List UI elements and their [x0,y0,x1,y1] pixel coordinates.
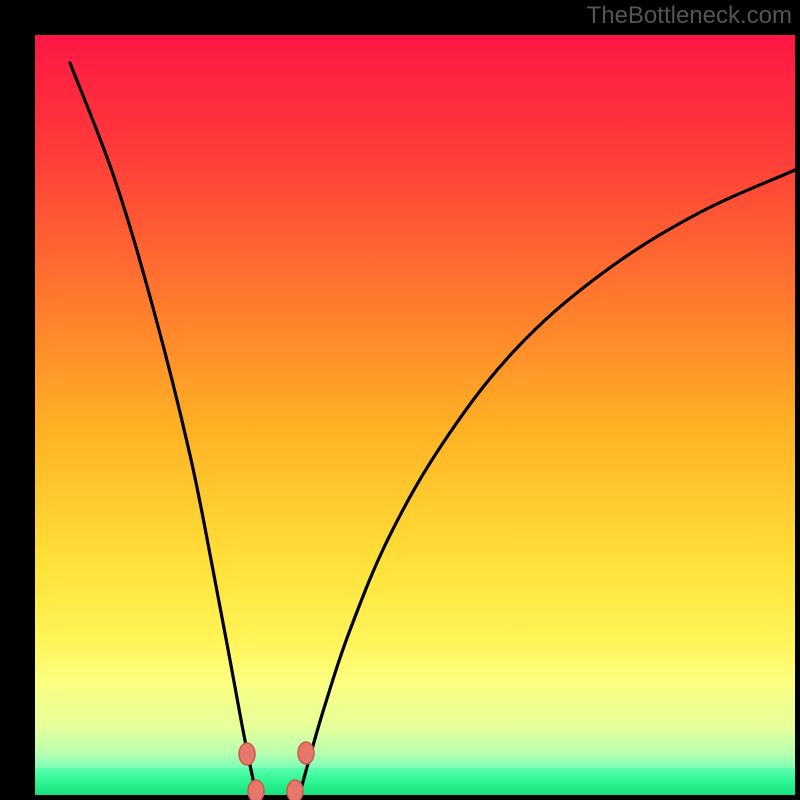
chart-container: TheBottleneck.com [0,0,800,800]
marker-point [298,742,314,764]
curve-layer [35,35,795,795]
curve-right [300,155,800,793]
watermark-text: TheBottleneck.com [587,2,792,30]
marker-point [239,743,255,765]
marker-point [248,780,264,800]
curve-left [70,63,256,793]
marker-point [287,780,303,800]
plot-area [35,35,795,795]
